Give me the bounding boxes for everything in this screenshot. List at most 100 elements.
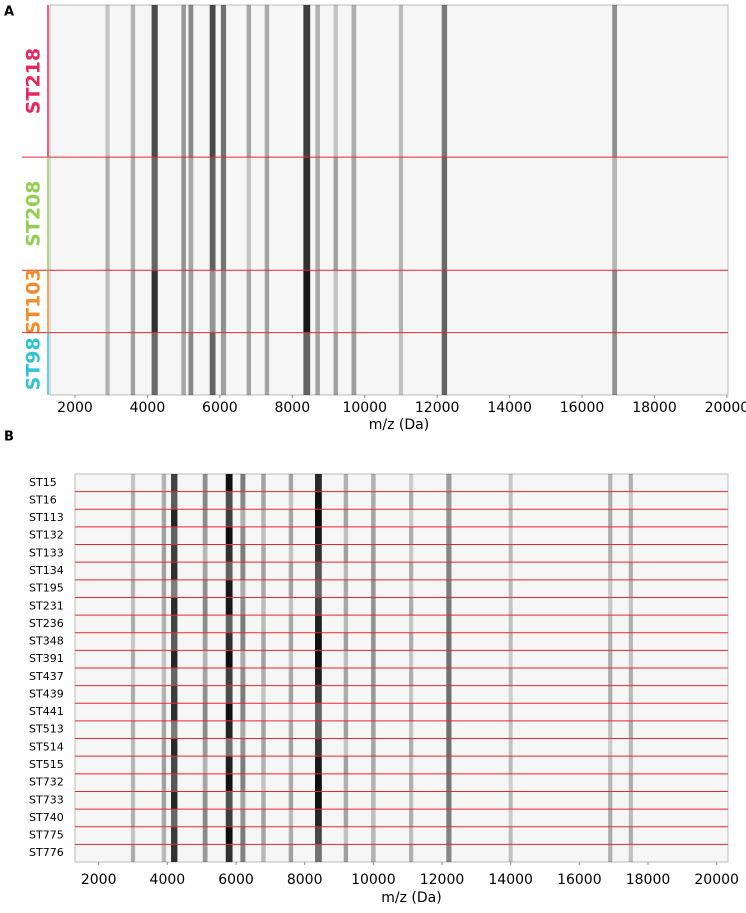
peak-band xyxy=(343,826,349,845)
peak-band xyxy=(333,157,338,271)
group-label: ST208 xyxy=(23,180,45,246)
row-label: ST732 xyxy=(29,776,64,789)
peak-band xyxy=(446,668,452,686)
peak-band xyxy=(628,809,633,827)
row-label: ST236 xyxy=(29,617,64,630)
peak-band xyxy=(343,773,349,792)
peak-band xyxy=(161,685,167,704)
peak-band xyxy=(409,509,414,527)
peak-band xyxy=(371,826,376,845)
peak-band xyxy=(446,650,452,668)
peak-band xyxy=(225,544,233,563)
peak-band xyxy=(240,544,246,563)
peak-band xyxy=(188,270,194,333)
peak-band xyxy=(225,809,233,827)
row-label: ST133 xyxy=(29,546,64,559)
peak-band xyxy=(240,773,246,792)
peak-band xyxy=(161,668,167,686)
peak-band xyxy=(161,615,167,633)
peak-band xyxy=(508,809,513,827)
peak-band xyxy=(130,650,136,668)
peak-band xyxy=(209,5,216,158)
peak-band xyxy=(441,5,448,158)
peak-band xyxy=(343,738,349,757)
peak-band xyxy=(240,579,246,598)
peak-band xyxy=(261,615,266,633)
peak-band xyxy=(225,773,233,792)
peak-band xyxy=(608,615,613,633)
peak-band xyxy=(225,738,233,757)
peak-band xyxy=(171,474,178,492)
x-tick-label: 12000 xyxy=(420,872,465,888)
peak-band xyxy=(628,526,633,545)
row-label: ST437 xyxy=(29,670,64,683)
peak-band xyxy=(240,474,246,492)
peak-band xyxy=(161,703,167,721)
peak-band xyxy=(130,579,136,598)
row-label: ST16 xyxy=(29,493,57,506)
peak-band xyxy=(441,332,448,395)
peak-band xyxy=(409,491,414,510)
peak-band xyxy=(508,668,513,686)
peak-band xyxy=(628,791,633,810)
peak-band xyxy=(171,615,178,633)
peak-band xyxy=(315,332,320,395)
peak-band xyxy=(608,738,613,757)
peak-band xyxy=(343,720,349,739)
peak-band xyxy=(446,738,452,757)
peak-band xyxy=(508,509,513,527)
peak-band xyxy=(202,474,208,492)
peak-band xyxy=(628,844,633,862)
peak-band xyxy=(225,509,233,527)
peak-band xyxy=(315,632,322,651)
peak-band xyxy=(343,703,349,721)
peak-band xyxy=(628,756,633,774)
peak-band xyxy=(446,773,452,792)
peak-band xyxy=(628,703,633,721)
peak-band xyxy=(409,544,414,563)
peak-band xyxy=(246,5,252,158)
peak-band xyxy=(288,597,294,616)
peak-band xyxy=(628,509,633,527)
peak-band xyxy=(261,756,266,774)
peak-band xyxy=(105,5,110,158)
peak-band xyxy=(202,685,208,704)
peak-band xyxy=(608,474,613,492)
peak-band xyxy=(161,562,167,580)
peak-band xyxy=(130,632,136,651)
peak-band xyxy=(446,509,452,527)
peak-band xyxy=(161,720,167,739)
peak-band xyxy=(130,791,136,810)
x-tick-label: 18000 xyxy=(626,872,671,888)
peak-band xyxy=(261,632,266,651)
peak-band xyxy=(288,526,294,545)
peak-band xyxy=(315,615,322,633)
peak-band xyxy=(608,809,613,827)
peak-band xyxy=(303,332,311,395)
peak-band xyxy=(315,650,322,668)
peak-band xyxy=(409,632,414,651)
peak-band xyxy=(343,491,349,510)
peak-band xyxy=(264,332,270,395)
peak-band xyxy=(315,5,320,158)
peak-band xyxy=(315,597,322,616)
x-tick-label: 14000 xyxy=(488,872,533,888)
peak-band xyxy=(608,844,613,862)
peak-band xyxy=(508,738,513,757)
peak-band xyxy=(409,756,414,774)
peak-band xyxy=(181,157,186,271)
peak-band xyxy=(105,157,110,271)
peak-band xyxy=(202,756,208,774)
peak-band xyxy=(246,332,252,395)
peak-band xyxy=(240,491,246,510)
peak-band xyxy=(161,544,167,563)
x-tick-label: 16000 xyxy=(560,400,605,416)
peak-band xyxy=(628,491,633,510)
row-label: ST740 xyxy=(29,811,64,824)
peak-band xyxy=(225,597,233,616)
peak-band xyxy=(315,773,322,792)
peak-band xyxy=(608,756,613,774)
peak-band xyxy=(315,544,322,563)
peak-band xyxy=(288,562,294,580)
peak-band xyxy=(371,773,376,792)
